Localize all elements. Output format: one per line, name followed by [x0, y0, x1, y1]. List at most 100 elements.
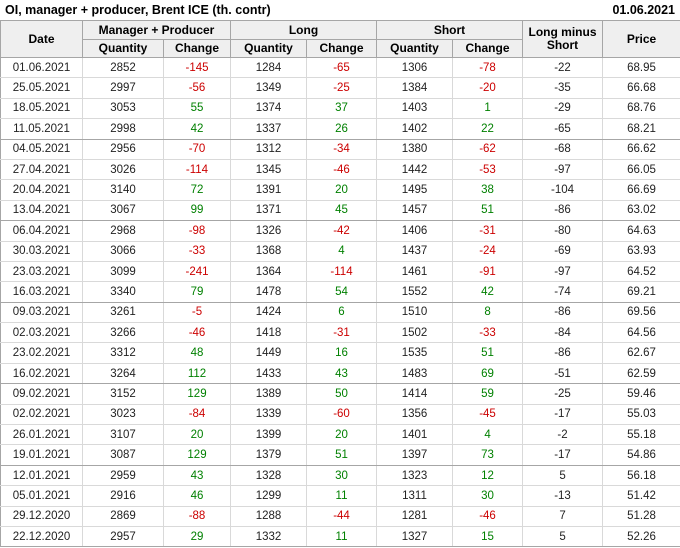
cell-short-change: 59 [452, 383, 524, 405]
cell-mp-change: -84 [163, 403, 231, 426]
cell-price: 68.76 [602, 97, 680, 120]
cell-price: 63.93 [602, 240, 680, 262]
cell-date: 30.03.2021 [0, 240, 83, 262]
cell-short-change: 73 [452, 444, 524, 466]
cell-long-change: -114 [305, 260, 378, 283]
cell-date: 26.01.2021 [0, 424, 83, 446]
cell-long-change: 26 [305, 118, 378, 140]
table-row: 11.05.2021 2998 42 1337 26 1402 22 -65 6… [0, 118, 680, 140]
table-row: 29.12.2020 2869 -88 1288 -44 1281 -46 7 … [0, 505, 680, 527]
table-body: 01.06.2021 2852 -145 1284 -65 1306 -78 -… [0, 56, 680, 548]
col-header-long-minus-short: Long minus Short [522, 20, 604, 58]
cell-short-change: -20 [452, 77, 524, 99]
cell-long-minus-short: -86 [522, 301, 604, 324]
cell-short-change: -31 [452, 220, 524, 242]
cell-price: 66.05 [602, 158, 680, 181]
table-row: 06.04.2021 2968 -98 1326 -42 1406 -31 -8… [0, 220, 680, 242]
cell-long-change: -34 [305, 138, 378, 160]
cell-short-change: 15 [452, 525, 524, 548]
cell-short-change: 51 [452, 342, 524, 364]
table-row: 26.01.2021 3107 20 1399 20 1401 4 -2 55.… [0, 424, 680, 446]
cell-long-quantity: 1364 [230, 260, 307, 283]
cell-long-quantity: 1299 [230, 485, 307, 507]
cell-mp-change: -70 [163, 138, 231, 160]
cell-mp-quantity: 2968 [82, 220, 164, 242]
cell-price: 66.62 [602, 138, 680, 160]
cell-price: 64.56 [602, 322, 680, 344]
cell-date: 02.03.2021 [0, 322, 83, 344]
cell-long-quantity: 1433 [230, 362, 307, 385]
cell-long-minus-short: -97 [522, 158, 604, 181]
cell-price: 62.67 [602, 342, 680, 364]
col-header-date: Date [0, 20, 83, 58]
cell-mp-change: 79 [163, 281, 231, 303]
cell-short-quantity: 1552 [376, 281, 454, 303]
cell-long-quantity: 1418 [230, 322, 307, 344]
cell-long-minus-short: 7 [522, 505, 604, 527]
cell-mp-quantity: 3312 [82, 342, 164, 364]
table-row: 16.02.2021 3264 112 1433 43 1483 69 -51 … [0, 362, 680, 385]
cell-short-quantity: 1457 [376, 199, 454, 222]
cell-short-quantity: 1461 [376, 260, 454, 283]
cell-mp-quantity: 3107 [82, 424, 164, 446]
cell-long-quantity: 1379 [230, 444, 307, 466]
cell-short-quantity: 1535 [376, 342, 454, 364]
cell-mp-change: 129 [163, 444, 231, 466]
cell-short-change: 38 [452, 179, 524, 201]
col-header-price: Price [602, 20, 680, 58]
cell-price: 64.52 [602, 260, 680, 283]
table-row: 16.03.2021 3340 79 1478 54 1552 42 -74 6… [0, 281, 680, 303]
cell-long-change: -42 [305, 220, 378, 242]
cell-long-quantity: 1374 [230, 97, 307, 120]
cell-long-minus-short: -25 [522, 383, 604, 405]
table-row: 02.03.2021 3266 -46 1418 -31 1502 -33 -8… [0, 322, 680, 344]
cell-long-quantity: 1328 [230, 464, 307, 487]
cell-date: 18.05.2021 [0, 97, 83, 120]
table-row: 23.03.2021 3099 -241 1364 -114 1461 -91 … [0, 260, 680, 283]
col-header-short-quantity: Quantity [376, 39, 454, 58]
cell-price: 56.18 [602, 464, 680, 487]
cell-short-change: 1 [452, 97, 524, 120]
cell-mp-quantity: 3152 [82, 383, 164, 405]
cell-short-quantity: 1397 [376, 444, 454, 466]
cell-mp-quantity: 3099 [82, 260, 164, 283]
table-row: 09.02.2021 3152 129 1389 50 1414 59 -25 … [0, 383, 680, 405]
cell-mp-change: 55 [163, 97, 231, 120]
cell-mp-change: -114 [163, 158, 231, 181]
cell-short-change: 22 [452, 118, 524, 140]
col-header-long-change: Change [305, 39, 378, 58]
cell-short-quantity: 1437 [376, 240, 454, 262]
cell-date: 19.01.2021 [0, 444, 83, 466]
cell-date: 04.05.2021 [0, 138, 83, 160]
cell-long-quantity: 1288 [230, 505, 307, 527]
cell-date: 05.01.2021 [0, 485, 83, 507]
cell-long-quantity: 1478 [230, 281, 307, 303]
cell-price: 66.68 [602, 77, 680, 99]
cell-short-change: -91 [452, 260, 524, 283]
cell-long-change: 11 [305, 485, 378, 507]
cell-short-quantity: 1401 [376, 424, 454, 446]
cell-long-minus-short: -97 [522, 260, 604, 283]
cell-price: 63.02 [602, 199, 680, 222]
cell-long-minus-short: -2 [522, 424, 604, 446]
cell-mp-change: -241 [163, 260, 231, 283]
cell-price: 69.21 [602, 281, 680, 303]
title-bar: OI, manager + producer, Brent ICE (th. c… [0, 0, 680, 20]
cell-short-quantity: 1483 [376, 362, 454, 385]
cell-short-change: 12 [452, 464, 524, 487]
cell-short-quantity: 1510 [376, 301, 454, 324]
cell-long-change: -60 [305, 403, 378, 426]
cell-long-minus-short: 5 [522, 525, 604, 548]
cell-short-change: -53 [452, 158, 524, 181]
cell-short-quantity: 1502 [376, 322, 454, 344]
table-row: 04.05.2021 2956 -70 1312 -34 1380 -62 -6… [0, 138, 680, 160]
col-group-short: Short [376, 20, 524, 40]
cell-date: 23.03.2021 [0, 260, 83, 283]
cell-short-change: 30 [452, 485, 524, 507]
cell-date: 20.04.2021 [0, 179, 83, 201]
cell-short-change: -78 [452, 56, 524, 79]
cell-mp-quantity: 2916 [82, 485, 164, 507]
cell-long-quantity: 1326 [230, 220, 307, 242]
cell-long-minus-short: -69 [522, 240, 604, 262]
